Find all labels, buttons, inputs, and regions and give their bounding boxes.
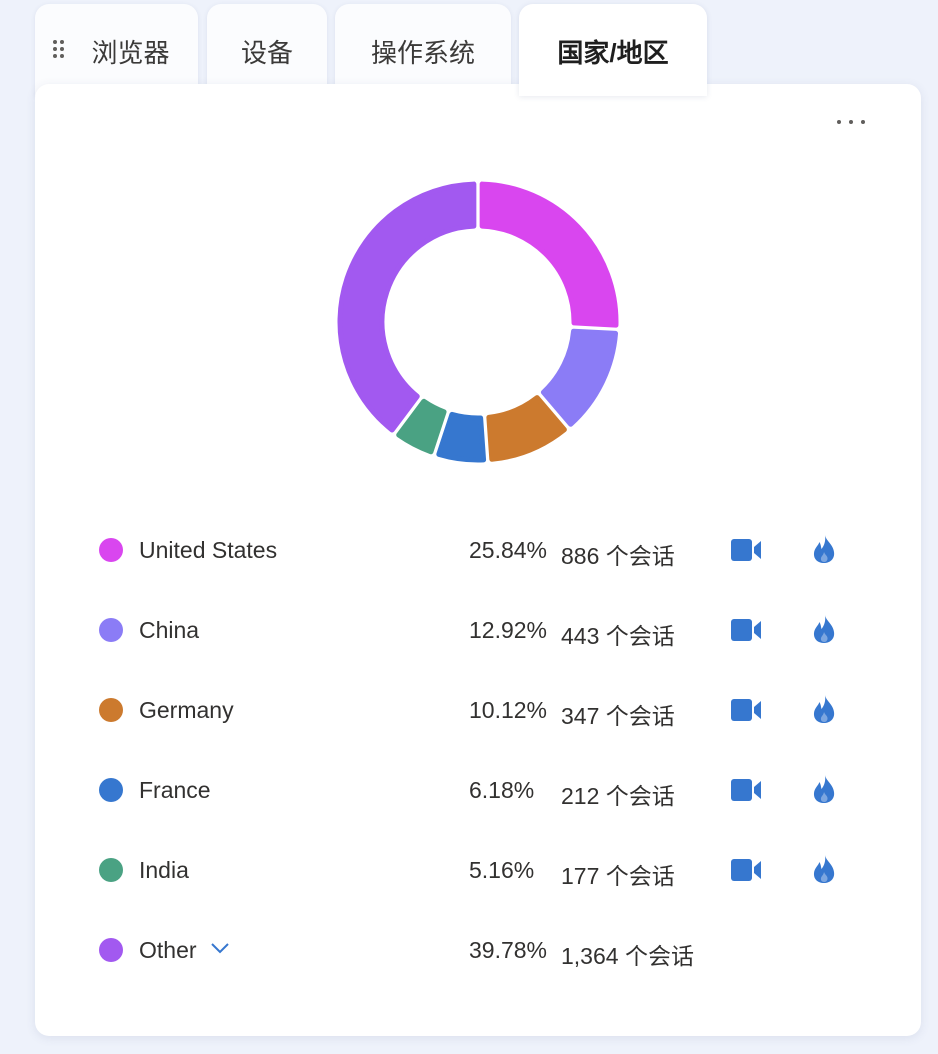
legend-swatch [99, 858, 123, 882]
video-camera-icon[interactable] [731, 778, 761, 802]
tab-label: 设备 [240, 38, 293, 68]
video-camera-icon[interactable] [731, 618, 761, 642]
legend-percent: 5.16% [469, 857, 535, 883]
tab-browser[interactable]: 浏览器 [35, 4, 198, 96]
drag-handle-icon[interactable] [51, 40, 65, 58]
tab-label: 操作系统 [370, 38, 475, 68]
chart-card: United States 25.84% 886 个会话 China 12.92% 443… [35, 84, 921, 1036]
tab-country-region[interactable]: 国家/地区 [519, 4, 707, 96]
legend-label: India [139, 857, 189, 884]
legend-percent: 6.18% [469, 777, 535, 803]
legend-label-text: Germany [139, 697, 234, 723]
donut-slice-france[interactable] [436, 411, 487, 463]
legend-row-india: India 5.16% 177 个会话 [35, 850, 921, 890]
video-camera-icon[interactable] [731, 698, 761, 722]
donut-slice-germany[interactable] [486, 395, 567, 462]
legend-swatch [99, 778, 123, 802]
legend-session-count: 347 个会话 [561, 703, 675, 729]
legend-label-text: United States [139, 537, 278, 563]
legend-session-count: 443 个会话 [561, 623, 675, 649]
legend-row-other: Other 39.78% 1,364 个会话 [35, 930, 921, 970]
legend-label: Germany [139, 697, 234, 724]
legend-session-count: 212 个会话 [561, 783, 675, 809]
more-options-button[interactable] [833, 110, 869, 134]
donut-slice-india[interactable] [396, 398, 447, 455]
donut-chart [337, 181, 619, 463]
legend-session-count: 1,364 个会话 [561, 943, 694, 969]
legend-label-text: China [139, 617, 200, 643]
flame-icon[interactable] [812, 774, 836, 804]
video-camera-icon[interactable] [731, 858, 761, 882]
tab-label: 国家/地区 [557, 38, 669, 68]
legend-row-germany: Germany 10.12% 347 个会话 [35, 690, 921, 730]
legend-swatch [99, 698, 123, 722]
legend-session-count: 886 个会话 [561, 543, 675, 569]
legend-label-text: Other [139, 937, 197, 963]
donut-slice-united-states[interactable] [479, 181, 619, 328]
tab-label: 浏览器 [91, 38, 170, 68]
legend-percent: 25.84% [469, 537, 548, 563]
legend-percent: 39.78% [469, 937, 548, 963]
legend-swatch [99, 538, 123, 562]
legend-row-united-states: United States 25.84% 886 个会话 [35, 530, 921, 570]
tab-os[interactable]: 操作系统 [335, 4, 511, 96]
flame-icon[interactable] [812, 534, 836, 564]
legend-row-france: France 6.18% 212 个会话 [35, 770, 921, 810]
legend-row-china: China 12.92% 443 个会话 [35, 610, 921, 650]
legend-percent: 12.92% [469, 617, 548, 643]
legend-label: China [139, 617, 199, 644]
legend-label: United States [139, 537, 277, 564]
flame-icon[interactable] [812, 694, 836, 724]
legend-session-count: 177 个会话 [561, 863, 675, 889]
legend-label-text: France [139, 777, 211, 803]
donut-slice-china[interactable] [540, 328, 619, 427]
legend-label-text: India [139, 857, 189, 883]
chevron-down-icon[interactable] [209, 941, 231, 955]
legend-swatch [99, 618, 123, 642]
flame-icon[interactable] [812, 614, 836, 644]
tab-device[interactable]: 设备 [207, 4, 327, 96]
donut-slice-other[interactable] [337, 181, 477, 433]
flame-icon[interactable] [812, 854, 836, 884]
legend-percent: 10.12% [469, 697, 548, 723]
legend-label: France [139, 777, 211, 804]
video-camera-icon[interactable] [731, 538, 761, 562]
legend-swatch [99, 938, 123, 962]
legend-label: Other [139, 937, 231, 964]
